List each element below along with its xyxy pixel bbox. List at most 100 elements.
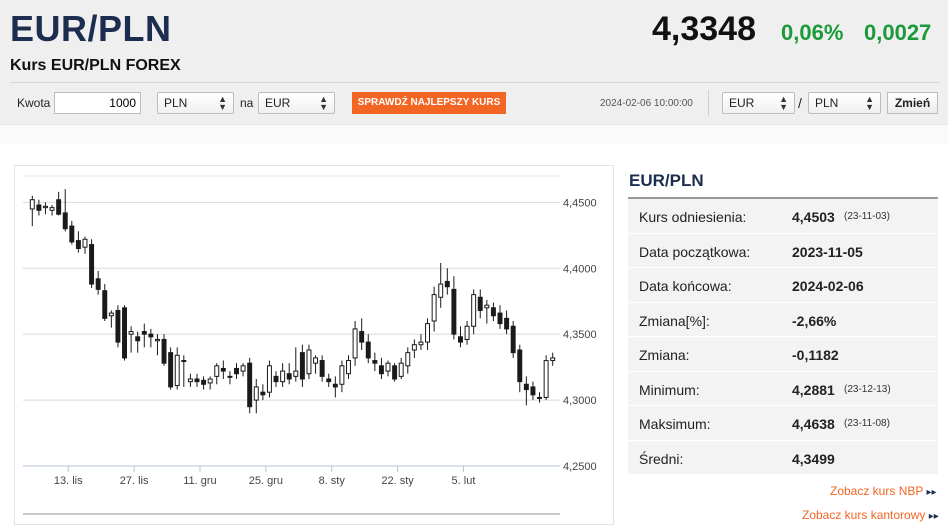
best-rate-button[interactable]: SPRAWDŹ NAJLEPSZY KURS — [352, 92, 506, 114]
candle-body — [69, 225, 75, 243]
candle-body — [227, 375, 233, 378]
stats-row: Kurs odniesienia: 4,4503 (23-11-03) — [628, 199, 938, 234]
candle-body — [504, 317, 510, 330]
candle-body — [339, 365, 345, 385]
stats-row-value: 2023-11-05 — [792, 243, 863, 260]
pair-base-select[interactable]: EUR ▲ ▼ — [722, 92, 795, 114]
y-tick-label: 4,3000 — [563, 395, 597, 407]
pair-base-value: EUR — [729, 96, 755, 110]
pair-quote-select[interactable]: PLN ▲ ▼ — [808, 92, 881, 114]
stats-row-label: Minimum: — [639, 381, 700, 398]
candle-body — [29, 199, 35, 210]
candle-body — [135, 336, 141, 342]
kantor-rate-link[interactable]: Zobacz kurs kantorowy ▸▸ — [802, 508, 939, 522]
candle-body — [82, 238, 88, 248]
candle-body — [550, 357, 556, 362]
stats-row-value: -0,1182 — [792, 347, 839, 363]
x-tick-label: 11. gru — [183, 475, 216, 487]
candle-body — [201, 379, 207, 385]
page-subtitle: Kurs EUR/PLN FOREX — [10, 57, 181, 74]
divider — [10, 82, 940, 83]
stats-row-label: Data końcowa: — [639, 278, 732, 294]
candle-body — [247, 362, 253, 408]
candle-body — [352, 328, 358, 359]
candle-body — [108, 312, 114, 317]
stats-row-date: (23-11-08) — [844, 418, 890, 429]
candle-body — [543, 360, 549, 398]
candle-body — [293, 370, 299, 377]
candle-body — [115, 309, 121, 343]
candle-body — [220, 367, 226, 372]
stats-row: Data początkowa: 2023-11-05 — [628, 233, 938, 268]
amount-input[interactable] — [54, 92, 141, 114]
divider — [708, 90, 709, 116]
from-currency-select[interactable]: PLN ▲ ▼ — [157, 92, 234, 114]
x-tick-label: 13. lis — [54, 475, 83, 487]
candle-body — [517, 349, 523, 383]
candle-body — [214, 365, 220, 377]
candlestick-chart[interactable]: 4,4500 4,4000 4,3500 4,3000 4,2500 13. lis 27.… — [14, 165, 614, 525]
y-tick-label: 4,4000 — [563, 263, 597, 275]
to-currency-select[interactable]: EUR ▲ ▼ — [258, 92, 335, 114]
candle-body — [75, 240, 81, 250]
candle-body — [523, 383, 529, 391]
candle-body — [280, 370, 286, 383]
page-title: EUR/PLN — [10, 8, 172, 49]
updown-arrows-icon: ▲ ▼ — [865, 94, 874, 112]
candle-body — [148, 333, 154, 338]
change-absolute: 0,0027 — [864, 20, 932, 45]
amount-label: Kwota — [17, 96, 51, 110]
stats-row-label: Kurs odniesienia: — [639, 209, 747, 225]
candle-body — [42, 205, 48, 209]
stats-row-date: (23-11-03) — [844, 211, 890, 222]
candle-body — [122, 307, 127, 359]
candle-body — [253, 386, 259, 401]
section-separator — [0, 124, 948, 144]
stats-row-label: Data początkowa: — [639, 243, 751, 260]
candle-body — [49, 207, 55, 211]
change-percent: 0,06% — [781, 20, 844, 45]
stats-row-value: 2024-02-06 — [792, 278, 864, 294]
candle-body — [299, 352, 305, 380]
candle-body — [497, 312, 503, 325]
candle-body — [385, 362, 391, 372]
y-tick-label: 4,3500 — [563, 329, 597, 341]
candle-body — [62, 212, 68, 230]
candle-body — [174, 354, 180, 387]
updown-arrows-icon: ▲ ▼ — [218, 94, 227, 112]
stats-list: Kurs odniesienia: 4,4503 (23-11-03) Data po… — [628, 199, 938, 475]
stats-row-value: 4,2881 — [792, 381, 835, 398]
stats-row-label: Średni: — [639, 450, 684, 467]
stats-row-label: Zmiana[%]: — [639, 312, 710, 329]
candle-body — [319, 360, 325, 377]
candle-body — [128, 331, 134, 335]
stats-row-value: 4,4638 — [792, 416, 835, 432]
candle-body — [438, 283, 444, 298]
candle-body — [161, 338, 167, 364]
updown-arrows-icon: ▲ ▼ — [319, 94, 328, 112]
candle-body — [464, 325, 470, 340]
candle-body — [392, 365, 398, 380]
x-tick-label: 27. lis — [120, 475, 149, 487]
stats-panel: EUR/PLN Kurs odniesienia: 4,4503 (23-11-03… — [628, 165, 938, 475]
updown-arrows-icon: ▲ ▼ — [779, 94, 788, 112]
stats-row-label: Maksimum: — [639, 416, 711, 432]
change-pair-button[interactable]: Zmień — [887, 92, 938, 114]
candle-body — [194, 378, 200, 383]
candle-body — [56, 199, 62, 215]
x-tick-label: 25. gru — [249, 475, 283, 487]
candle-body — [477, 296, 483, 311]
candle-body — [451, 288, 457, 335]
candle-body — [510, 325, 516, 354]
candle-body — [537, 396, 543, 399]
nbp-rate-link[interactable]: Zobacz kurs NBP ▸▸ — [830, 484, 937, 498]
candle-body — [141, 331, 147, 335]
candle-body — [168, 352, 174, 388]
double-arrow-icon: ▸▸ — [928, 511, 939, 522]
candle-body — [471, 294, 477, 327]
from-currency-value: PLN — [164, 96, 188, 110]
quote-timestamp: 2024-02-06 10:00:00 — [600, 98, 693, 109]
candle-body — [484, 304, 490, 309]
candle-body — [234, 367, 239, 375]
candle-body — [273, 375, 279, 383]
